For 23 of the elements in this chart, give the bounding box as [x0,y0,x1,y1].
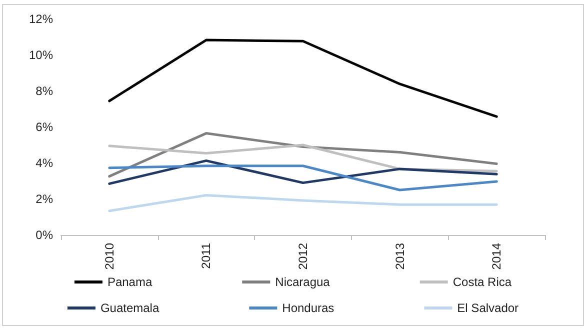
line-series [108,194,498,212]
x-tick-label: 2012 [296,242,310,270]
legend-label: Guatemala [100,301,160,315]
x-tick-label: 2013 [392,242,407,270]
y-tick-label: 8% [36,84,54,98]
y-tick-label: 2% [36,192,54,206]
legend-label: Panama [107,275,152,289]
legend-label: Honduras [282,301,334,315]
line-series [108,164,498,192]
x-tick-label: 2011 [199,242,214,269]
legend-label: Nicaragua [275,275,330,289]
x-tick-label: 2014 [490,242,504,270]
y-tick-label: 4% [36,156,54,170]
line-series [108,132,498,178]
y-tick-label: 6% [36,120,54,134]
x-tick-label: 2010 [102,242,116,270]
legend-label: Costa Rica [452,275,512,289]
y-tick-label: 0% [36,228,54,242]
y-tick-label: 12% [28,12,54,26]
y-tick-label: 10% [28,48,54,62]
line-series [108,159,498,185]
line-series [108,38,498,118]
legend-label: El Salvador [457,301,519,315]
